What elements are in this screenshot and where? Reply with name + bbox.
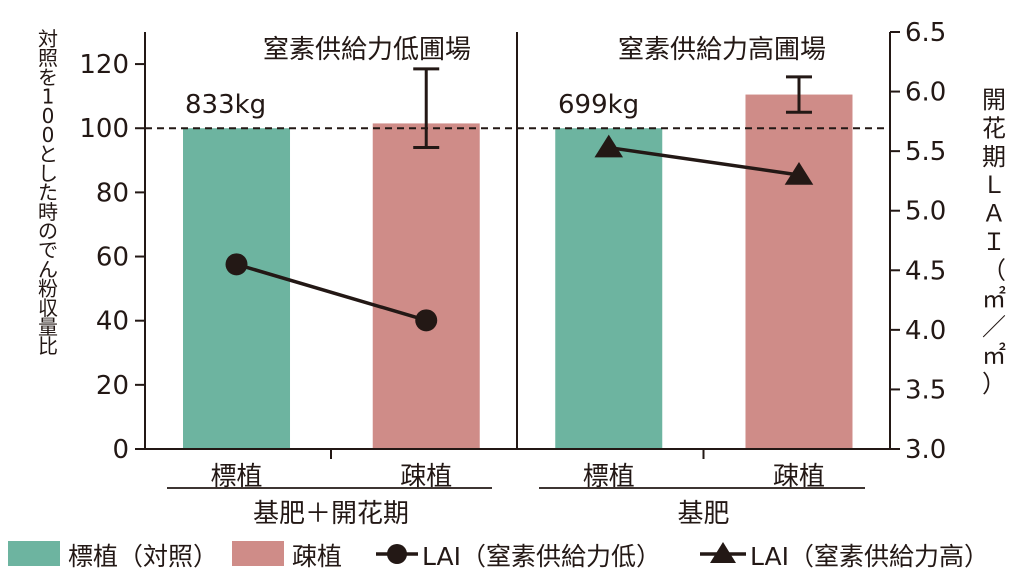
right-axis-label-char: Ｌ bbox=[982, 171, 1006, 199]
right-tick-label: 3.5 bbox=[905, 375, 946, 405]
x-category-label: 疎植 bbox=[773, 462, 825, 492]
right-axis-label-char: Ａ bbox=[982, 200, 1006, 228]
right-tick-label: 5.5 bbox=[905, 137, 946, 167]
left-axis-label-char: ん bbox=[38, 257, 58, 281]
panel-title: 窒素供給力低圃場 bbox=[263, 35, 471, 65]
left-axis-label-char: 比 bbox=[38, 334, 58, 358]
right-axis-label-char: 開 bbox=[982, 86, 1006, 114]
left-axis-label-char: 粉 bbox=[38, 277, 58, 301]
left-axis-label-char: と bbox=[38, 142, 58, 166]
right-tick-label: 6.0 bbox=[905, 78, 946, 108]
left-tick-label: 0 bbox=[112, 435, 129, 465]
lai-line-low bbox=[236, 262, 427, 323]
right-axis-label-char: ㎡ bbox=[982, 285, 1006, 313]
left-tick-label: 120 bbox=[79, 50, 129, 80]
x-category-label: 標植 bbox=[211, 462, 263, 492]
left-axis-label-char: 1 bbox=[42, 85, 55, 109]
left-tick-label: 40 bbox=[96, 307, 129, 337]
lai-point-low-0 bbox=[225, 253, 248, 276]
lai-point-high-1 bbox=[784, 161, 814, 185]
right-axis-label-char: Ｉ bbox=[982, 228, 1006, 256]
left-axis-label-char: し bbox=[38, 161, 58, 185]
bar-high-sparse bbox=[745, 94, 853, 450]
left-tick-label: 80 bbox=[96, 178, 129, 208]
lai-point-high-0 bbox=[594, 134, 624, 158]
left-axis-label-char: 収 bbox=[38, 296, 58, 320]
legend-triangle-marker bbox=[710, 542, 736, 563]
legend-patch-standard bbox=[8, 541, 60, 566]
left-axis-label-char: 0 bbox=[42, 104, 55, 128]
group-label: 基肥＋開花期 bbox=[253, 499, 409, 529]
lai-line-high bbox=[608, 145, 800, 177]
right-axis-label-char: ㎡ bbox=[982, 342, 1006, 370]
x-category-label: 標植 bbox=[583, 462, 635, 492]
legend-label: LAI（窒素供給力高） bbox=[750, 542, 989, 571]
legend-circle-marker bbox=[387, 544, 407, 564]
baseline-yield-label: 833kg bbox=[185, 90, 266, 120]
right-axis-label-char: ） bbox=[982, 370, 1006, 398]
right-tick-label: 4.0 bbox=[905, 316, 946, 346]
right-tick-label: 4.5 bbox=[905, 256, 946, 286]
group-label: 基肥 bbox=[677, 499, 729, 529]
baseline-yield-label: 699kg bbox=[558, 90, 639, 120]
left-axis-label-char: 対 bbox=[38, 27, 58, 51]
right-tick-label: 6.5 bbox=[905, 18, 946, 48]
right-axis-label-char: （ bbox=[982, 256, 1006, 284]
left-axis-label-char: の bbox=[38, 219, 58, 243]
right-tick-label: 3.0 bbox=[905, 435, 946, 465]
legend-label: 疎植 bbox=[292, 542, 342, 571]
x-category-label: 疎植 bbox=[400, 462, 452, 492]
left-tick-label: 20 bbox=[96, 371, 129, 401]
left-axis-label-char: を bbox=[38, 65, 58, 89]
left-axis-label-char: 照 bbox=[38, 46, 58, 70]
left-axis-label-char: 0 bbox=[42, 123, 55, 147]
bar-low-standard bbox=[183, 128, 291, 449]
lai-point-low-1 bbox=[415, 309, 438, 332]
left-axis-label-char: 時 bbox=[38, 200, 58, 224]
legend-label: LAI（窒素供給力低） bbox=[422, 542, 661, 571]
right-axis-label-char: 花 bbox=[982, 114, 1006, 142]
right-axis-label-char: 期 bbox=[982, 143, 1006, 171]
bar-high-standard bbox=[555, 128, 663, 449]
left-axis-label-char: た bbox=[38, 181, 58, 205]
left-tick-label: 100 bbox=[79, 114, 129, 144]
panel-title: 窒素供給力高圃場 bbox=[618, 35, 826, 65]
left-tick-label: 60 bbox=[96, 243, 129, 273]
left-axis-label-char: 量 bbox=[38, 315, 58, 339]
right-tick-label: 5.0 bbox=[905, 197, 946, 227]
legend-patch-sparse bbox=[232, 541, 284, 566]
bar-low-sparse bbox=[372, 123, 480, 450]
legend-label: 標植（対照） bbox=[68, 542, 218, 571]
right-axis-label-char: ／ bbox=[982, 313, 1006, 341]
left-axis-label-char: で bbox=[38, 238, 58, 262]
